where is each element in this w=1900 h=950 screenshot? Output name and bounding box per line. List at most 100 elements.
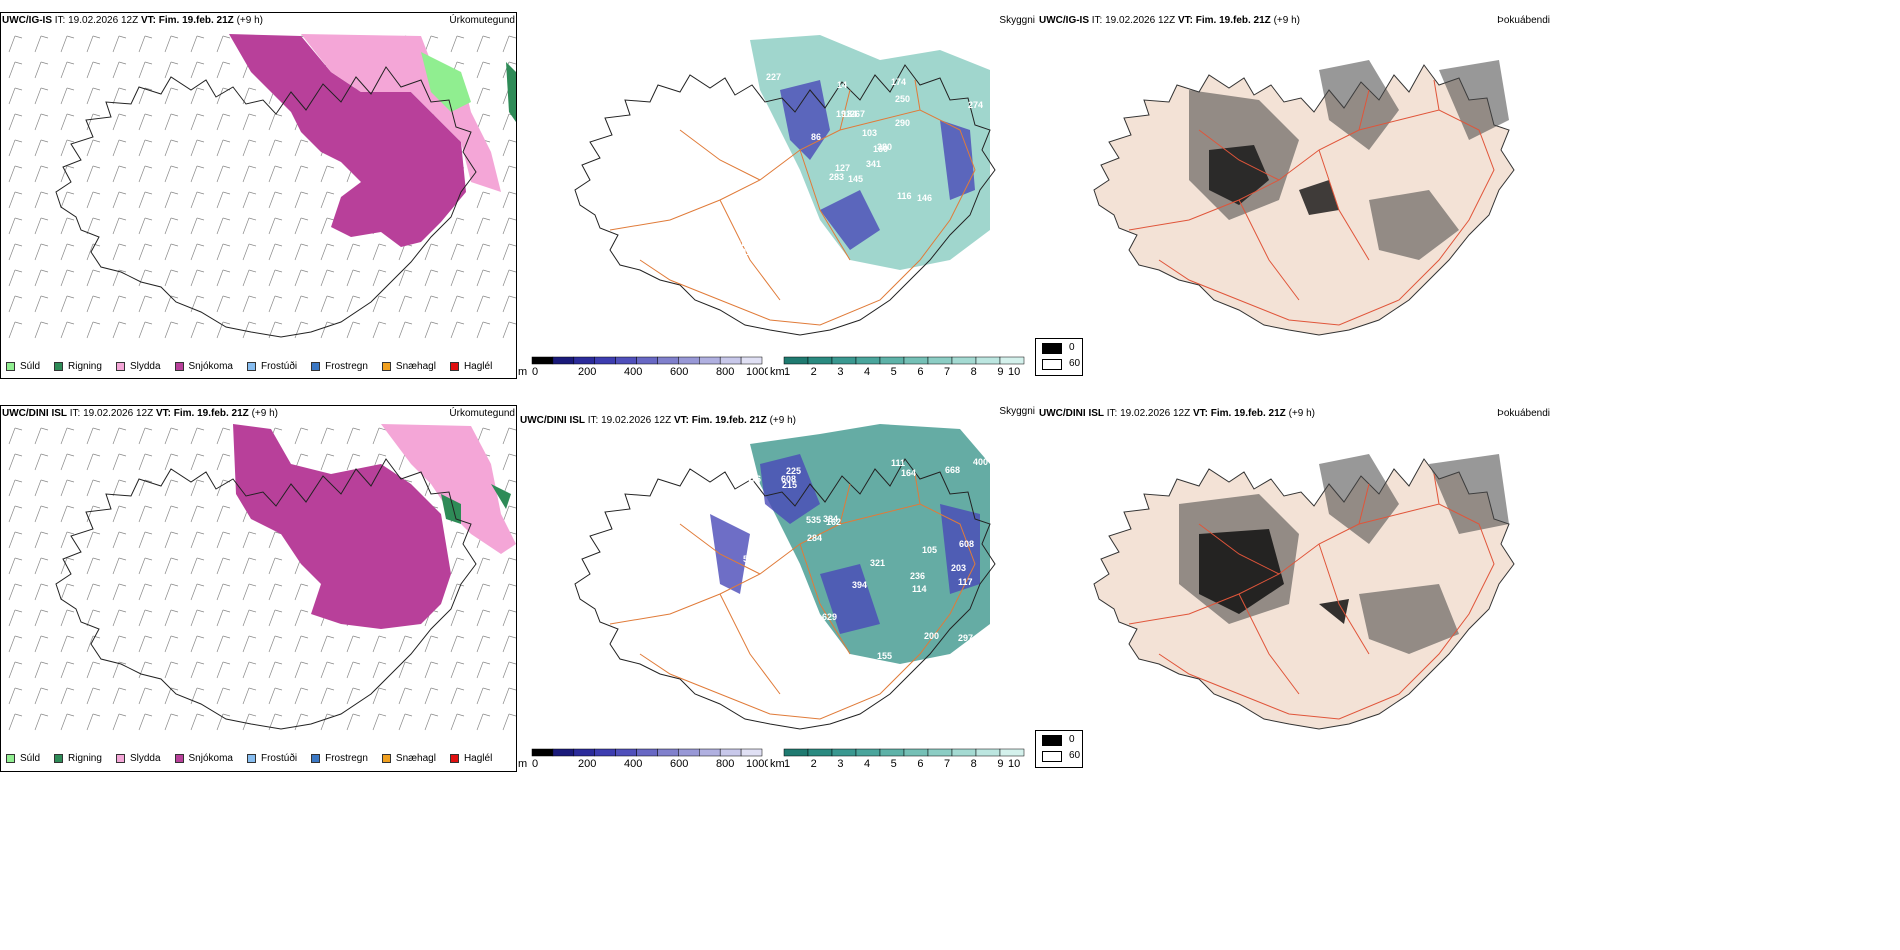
wind-barb-flag [92,635,101,639]
wind-barb-flag [482,687,491,691]
wind-barb-flag [326,687,335,691]
wind-barb [86,217,94,235]
wind-barb [294,295,302,313]
wind-barb [112,269,120,287]
precip-legend-item: Frostúði [246,361,297,372]
wind-barb-flag [274,687,283,691]
wind-barb-flag [248,687,257,691]
precip-legend-item: Frostregn [311,361,368,372]
vis-value-label: 608 [959,539,974,549]
lead-time: (+9 h) [1273,15,1300,26]
colorbar-cell [927,356,953,365]
precip-legend-item: Haglél [449,360,493,372]
wind-barb [164,217,172,235]
wind-barb [216,635,224,653]
wind-barb [502,191,510,209]
wind-barb [398,453,406,471]
wind-barb-flag [300,139,309,143]
wind-barb [112,295,120,313]
lead-time: (+9 h) [236,15,263,26]
wind-barb [60,583,68,601]
vis-value-label: 203 [951,563,966,573]
wind-barb [164,531,172,549]
colorbar-tick: 5 [891,758,897,770]
wind-barb [164,165,172,183]
colorbar-tick: 6 [917,366,923,378]
wind-barb-flag [196,139,205,143]
wind-barb [190,687,198,705]
legend-swatch [311,361,321,371]
wind-barb [242,609,250,627]
wind-barb [138,113,146,131]
wind-barb [164,661,172,679]
wind-barb-flag [430,321,439,325]
it-label: IT: [1106,408,1118,419]
colorbar-cell [975,748,1001,757]
wind-barb-flag [144,61,153,65]
lead-time: (+9 h) [1288,408,1315,419]
wind-barb [164,687,172,705]
wind-barb [8,713,16,731]
wind-barb [502,505,510,523]
colorbar-cell [999,356,1025,365]
wind-barb-flag [92,321,101,325]
wind-barb-flag [482,295,491,299]
wind-barb [216,191,224,209]
wind-barb-flag [456,35,465,39]
wind-barb [8,661,16,679]
wind-barb [190,583,198,601]
wind-barb [242,321,250,339]
wind-barb-flag [66,165,75,169]
wind-barb-flag [222,661,231,665]
wind-barb-flag [66,661,75,665]
colorbar-cell [699,356,721,365]
wind-barb-flag [40,61,49,65]
wind-barb-flag [326,713,335,717]
wind-barb-flag [222,583,231,587]
wind-barb-flag [430,713,439,717]
vis-value-label: 394 [852,580,867,590]
wind-barb-flag [222,35,231,39]
wind-barb-flag [66,321,75,325]
colorbar-tick: 4 [864,758,870,770]
wind-barb [190,113,198,131]
wind-barb-flag [170,269,179,273]
legend-label: Haglél [463,360,493,372]
colorbar-tick: 400 [624,366,642,378]
vis-value-label: 321 [870,558,885,568]
vis-value-label: 537 [743,554,758,564]
wind-barb-flag [326,243,335,247]
wind-barb [86,505,94,523]
wind-barb [112,217,120,235]
wind-barb [320,295,328,313]
wind-barb-flag [300,165,309,169]
vis-value-label: 297 [958,633,973,643]
colorbar-tick: 1 [784,758,790,770]
wind-barb [86,557,94,575]
wind-barb-flag [482,243,491,247]
wind-barb [424,269,432,287]
colorbar-tick: 8 [971,758,977,770]
vis-value-label: 117 [958,577,973,587]
roads [609,473,976,720]
wind-barb-flag [144,713,153,717]
wind-barb [34,243,42,261]
wind-barb [476,87,484,105]
wind-barb-flag [170,453,179,457]
panel-title: Úrkomutegund [449,15,515,26]
wind-barb-flag [274,139,283,143]
wind-barb [476,713,484,731]
wind-barb [216,35,224,53]
model-name: UWC/IG-IS [2,15,52,26]
wind-barb [320,687,328,705]
wind-barb-flag [92,479,101,483]
wind-barb-flag [222,531,231,535]
wind-barb [60,609,68,627]
colorbar-cell [783,748,809,757]
vis-value-label: 11 [732,144,742,154]
vis-value-label: 78 [748,560,758,570]
wind-barb [268,687,276,705]
wind-barb [320,269,328,287]
wind-barb [164,453,172,471]
wind-barb-flag [144,453,153,457]
